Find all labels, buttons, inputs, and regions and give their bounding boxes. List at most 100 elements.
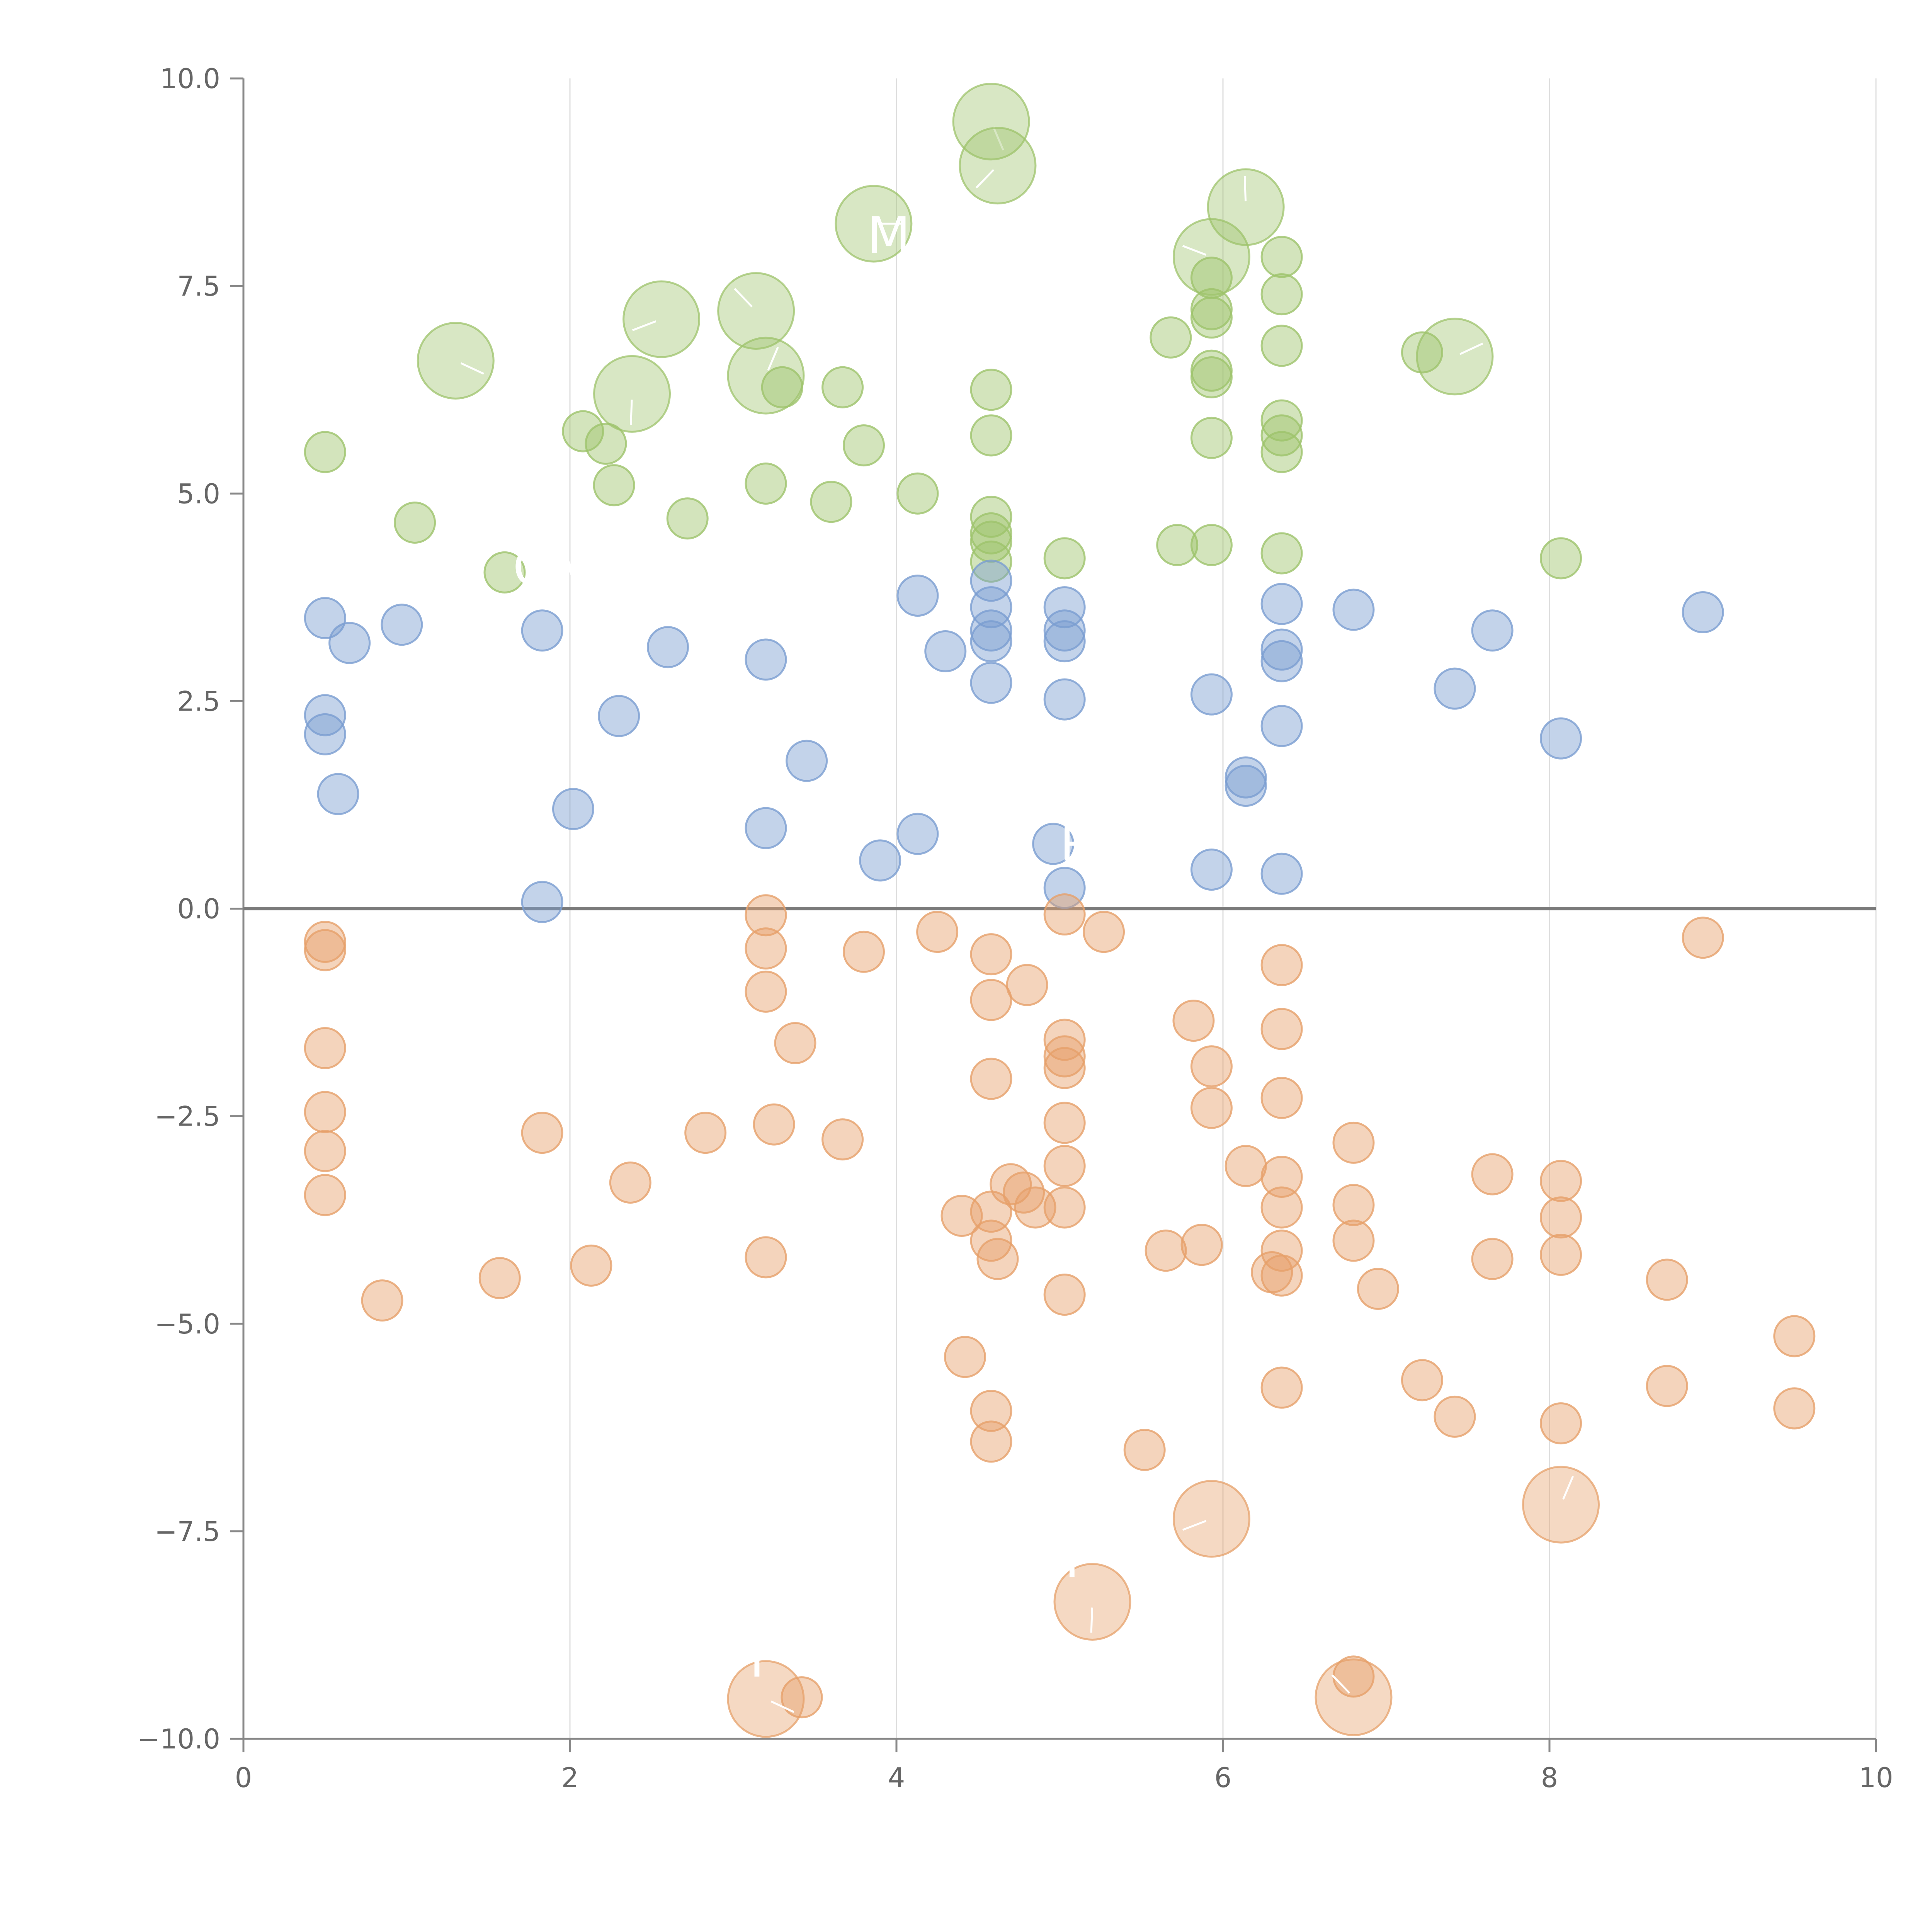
orange-point-53 (1260, 1008, 1303, 1050)
orange-point-17 (745, 1236, 787, 1279)
orange-point-56 (1260, 1186, 1303, 1229)
green-point-8 (810, 481, 852, 523)
blue-point-32 (1225, 765, 1267, 807)
orange-point-46 (1172, 1000, 1215, 1042)
orange-point-4 (304, 1130, 346, 1172)
orange-point-30 (976, 1238, 1019, 1280)
green-callout-line-10 (1459, 342, 1483, 355)
orange-point-25 (970, 1058, 1012, 1100)
orange-point-6 (361, 1279, 403, 1322)
orange-point-73 (1646, 1365, 1688, 1407)
green-point-37 (1540, 537, 1582, 580)
orange-point-62 (1332, 1219, 1375, 1262)
orange-callout-line-2 (1182, 1520, 1207, 1531)
blue-point-30 (1190, 849, 1233, 891)
y-tick-label-7: 7.5 (177, 270, 220, 302)
green-callout-line-1 (630, 400, 633, 425)
orange-point-57 (1260, 1230, 1303, 1272)
blue-point-17 (924, 630, 967, 672)
blue-point-12 (745, 807, 787, 849)
annotation-layer: B M OM P I I (513, 86, 1090, 1689)
green-large-point-7 (959, 127, 1037, 205)
orange-point-48 (1190, 1045, 1233, 1088)
blue-point-19 (970, 586, 1012, 629)
green-large-point-0 (417, 321, 495, 400)
green-large-point-3 (717, 272, 795, 350)
blue-point-26 (1043, 678, 1086, 721)
green-point-3 (585, 422, 627, 465)
orange-point-71 (1540, 1402, 1582, 1445)
blue-point-6 (521, 609, 563, 652)
orange-callout-line-1 (1090, 1607, 1093, 1633)
green-callout-line-2 (632, 320, 656, 332)
orange-point-64 (1401, 1359, 1443, 1401)
green-point-2 (562, 410, 604, 452)
blue-point-22 (970, 662, 1012, 704)
orange-point-74 (1682, 917, 1724, 959)
orange-point-21 (944, 1336, 986, 1378)
orange-point-58 (1260, 1254, 1303, 1297)
green-callout-line-4 (767, 347, 779, 371)
orange-point-39 (1043, 1102, 1086, 1144)
blue-point-28 (1032, 823, 1075, 865)
blue-point-39 (1434, 667, 1476, 710)
orange-point-29 (970, 1420, 1012, 1463)
points-layer (304, 83, 1816, 1738)
green-point-9 (843, 424, 885, 467)
orange-point-28 (970, 1389, 1012, 1432)
orange-point-47 (1180, 1224, 1223, 1266)
orange-large-point-4 (1522, 1466, 1600, 1544)
x-tick-label-1: 2 (561, 1762, 579, 1794)
green-large-point-10 (1416, 318, 1494, 396)
green-point-7 (745, 462, 787, 505)
annotation-label-3: P (1060, 814, 1090, 872)
green-large-point-6 (952, 83, 1030, 161)
x-tick-label-3: 6 (1214, 1762, 1232, 1794)
green-point-28 (1190, 257, 1233, 299)
orange-point-52 (1260, 944, 1303, 986)
orange-point-14 (745, 970, 787, 1013)
orange-point-61 (1332, 1184, 1375, 1226)
orange-large-point-3 (1315, 1658, 1393, 1736)
blue-point-41 (1540, 717, 1582, 760)
orange-point-20 (916, 911, 959, 953)
blue-point-2 (381, 604, 423, 646)
y-tick-label-8: 10.0 (160, 63, 220, 95)
blue-point-15 (896, 813, 939, 855)
orange-point-66 (1471, 1153, 1514, 1196)
orange-point-68 (1540, 1160, 1582, 1202)
orange-point-8 (521, 1112, 563, 1154)
orange-callout-line-0 (770, 1700, 794, 1713)
annotation-label-4: I (1065, 1530, 1079, 1589)
green-point-14 (970, 414, 1012, 457)
orange-point-70 (1540, 1233, 1582, 1276)
orange-point-2 (304, 1027, 346, 1069)
orange-point-67 (1471, 1238, 1514, 1280)
annotation-label-1: M (867, 206, 910, 265)
orange-large-point-0 (727, 1660, 805, 1738)
orange-point-75 (1773, 1315, 1816, 1357)
green-point-30 (1260, 273, 1303, 316)
blue-point-5 (317, 773, 359, 815)
blue-point-37 (1260, 852, 1303, 895)
y-tick-label-0: −10.0 (137, 1723, 220, 1755)
orange-point-55 (1260, 1155, 1303, 1198)
y-tick-label-6: 5.0 (177, 478, 220, 510)
orange-point-32 (1003, 1171, 1045, 1214)
orange-point-76 (1773, 1387, 1816, 1430)
annotation-label-2: OM (513, 538, 596, 597)
orange-large-point-2 (1172, 1480, 1250, 1558)
blue-point-3 (304, 694, 346, 736)
green-point-12 (896, 472, 939, 515)
blue-point-16 (896, 575, 939, 617)
orange-point-5 (304, 1174, 346, 1216)
orange-point-42 (1043, 1274, 1086, 1316)
orange-point-37 (1043, 1035, 1086, 1078)
orange-callout-line-3 (1331, 1674, 1350, 1694)
green-point-25 (1190, 349, 1233, 392)
green-point-18 (970, 540, 1012, 583)
blue-point-38 (1332, 588, 1375, 631)
green-large-point-8 (1172, 218, 1250, 296)
blue-point-4 (304, 713, 346, 755)
green-point-34 (1260, 431, 1303, 473)
